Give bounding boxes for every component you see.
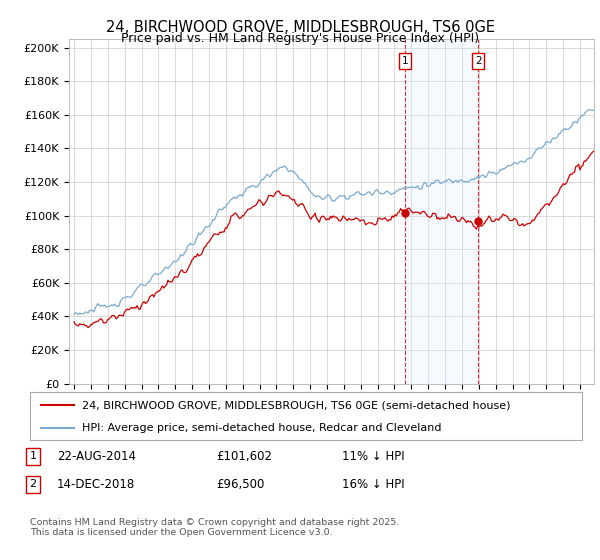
Text: 16% ↓ HPI: 16% ↓ HPI [342, 478, 404, 491]
Text: Price paid vs. HM Land Registry's House Price Index (HPI): Price paid vs. HM Land Registry's House … [121, 32, 479, 45]
Text: 22-AUG-2014: 22-AUG-2014 [57, 450, 136, 463]
Text: 2: 2 [475, 56, 481, 66]
Text: 14-DEC-2018: 14-DEC-2018 [57, 478, 135, 491]
Bar [405, 39, 478, 384]
Text: 24, BIRCHWOOD GROVE, MIDDLESBROUGH, TS6 0GE (semi-detached house): 24, BIRCHWOOD GROVE, MIDDLESBROUGH, TS6 … [82, 400, 511, 410]
Text: 1: 1 [29, 451, 37, 461]
Text: £96,500: £96,500 [216, 478, 265, 491]
Text: 11% ↓ HPI: 11% ↓ HPI [342, 450, 404, 463]
Text: Contains HM Land Registry data © Crown copyright and database right 2025.
This d: Contains HM Land Registry data © Crown c… [30, 518, 400, 538]
Text: £101,602: £101,602 [216, 450, 272, 463]
Text: 1: 1 [402, 56, 409, 66]
Text: 24, BIRCHWOOD GROVE, MIDDLESBROUGH, TS6 0GE: 24, BIRCHWOOD GROVE, MIDDLESBROUGH, TS6 … [106, 20, 494, 35]
Text: HPI: Average price, semi-detached house, Redcar and Cleveland: HPI: Average price, semi-detached house,… [82, 423, 442, 433]
Text: 2: 2 [29, 479, 37, 489]
